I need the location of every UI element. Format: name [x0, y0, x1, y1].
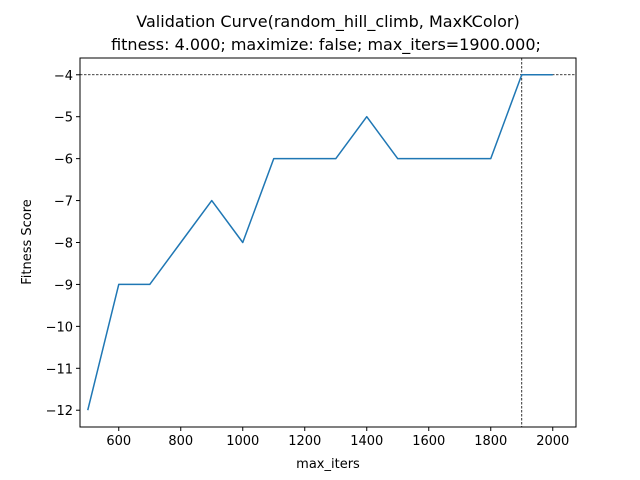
- y-axis-label: Fitness Score: [20, 199, 35, 285]
- chart-subtitle: fitness: 4.000; maximize: false; max_ite…: [111, 35, 541, 55]
- plot-area: [79, 57, 577, 428]
- y-tick-label: −7: [54, 195, 73, 210]
- x-tick-label: 800: [168, 434, 193, 449]
- x-tick-label: 1000: [226, 434, 259, 449]
- series-layer: [87, 74, 553, 411]
- series-line-0: [87, 74, 553, 411]
- y-tick-label: −10: [46, 320, 73, 335]
- reference-lines: [80, 58, 576, 427]
- y-tick-label: −5: [54, 111, 73, 126]
- x-axis-label: max_iters: [296, 457, 360, 472]
- y-tick-label: −8: [54, 237, 73, 252]
- y-tick-label: −9: [54, 278, 73, 293]
- y-tick-label: −4: [54, 69, 73, 84]
- x-tick-label: 1800: [474, 434, 507, 449]
- x-tick-label: 1200: [288, 434, 321, 449]
- x-tick-label: 1400: [350, 434, 383, 449]
- x-tick-label: 2000: [536, 434, 569, 449]
- x-axis-ticks: 600 800 1000 1200 1400 1600 1800 2000: [106, 427, 569, 449]
- y-tick-label: −11: [46, 362, 73, 377]
- plot-background: [80, 58, 576, 427]
- x-tick-label: 1600: [412, 434, 445, 449]
- x-tick-label: 600: [106, 434, 131, 449]
- chart-title: Validation Curve(random_hill_climb, MaxK…: [136, 12, 519, 32]
- y-tick-label: −12: [46, 404, 73, 419]
- y-tick-label: −6: [54, 153, 73, 168]
- y-axis-ticks: −12 −11 −10 −9 −8 −7 −6 −5 −4: [46, 69, 80, 419]
